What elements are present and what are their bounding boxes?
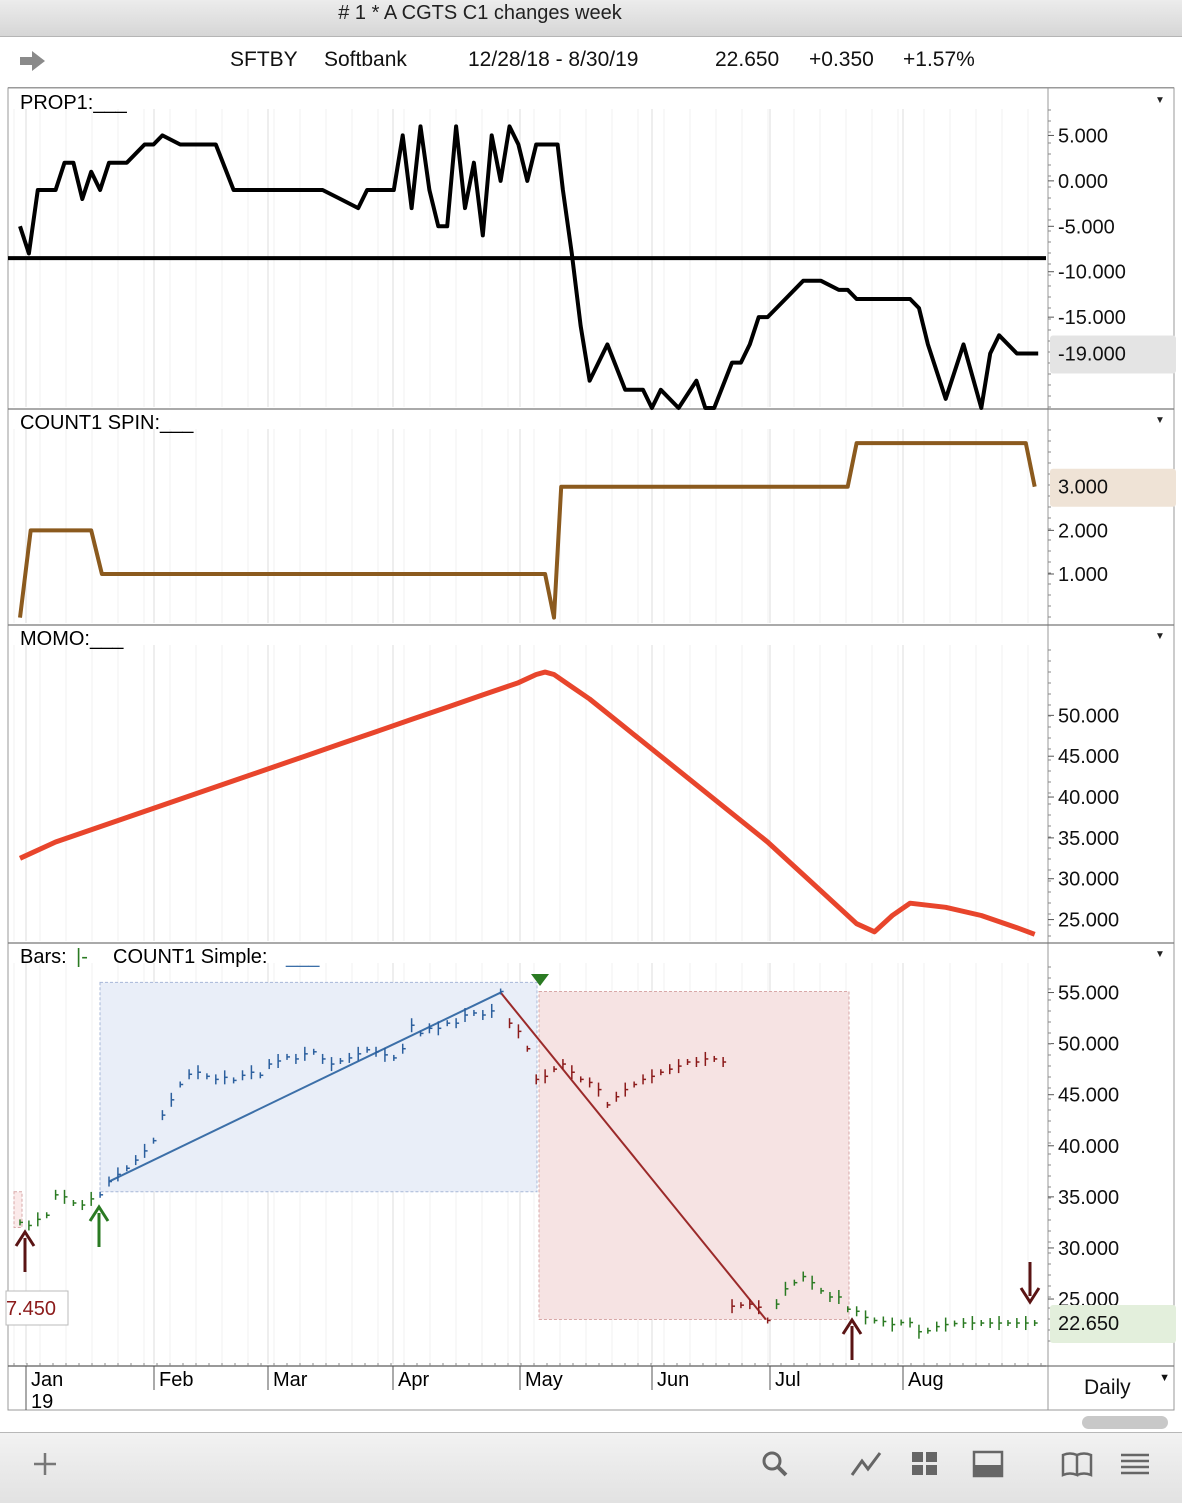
y-tick-label: -10.000 bbox=[1058, 262, 1126, 284]
x-tick-label: Jun bbox=[657, 1369, 689, 1391]
buy-arrow-3 bbox=[841, 1317, 863, 1360]
panel-menu-caret: ▼ bbox=[1155, 631, 1165, 642]
momo-label: MOMO:___ bbox=[20, 628, 124, 650]
prop1-line bbox=[18, 124, 1039, 410]
y-tick-label: 40.000 bbox=[1058, 787, 1119, 809]
bottom-toolbar bbox=[0, 1432, 1182, 1503]
buy-arrow-1 bbox=[14, 1229, 36, 1272]
last-price: 22.650 bbox=[715, 48, 780, 71]
bars-last-value-bg bbox=[1050, 1305, 1176, 1344]
left-value-bg bbox=[5, 1290, 69, 1326]
x-tick-label: Jul bbox=[775, 1369, 801, 1391]
y-tick-label: -5.000 bbox=[1058, 216, 1115, 238]
y-tick-label: -15.000 bbox=[1058, 307, 1126, 329]
y-tick-label: 35.000 bbox=[1058, 828, 1119, 850]
y-tick-label: 35.000 bbox=[1058, 1187, 1119, 1209]
bars-label-suffix: |- bbox=[76, 946, 88, 968]
chart-frame bbox=[7, 87, 1175, 1411]
window-title: # 1 * A CGTS C1 changes week bbox=[338, 2, 622, 24]
y-tick-label: 45.000 bbox=[1058, 1085, 1119, 1107]
peak-marker-arrow bbox=[531, 974, 549, 986]
prop1-label: PROP1:___ bbox=[20, 92, 128, 114]
date-range: 12/28/18 - 8/30/19 bbox=[468, 48, 639, 71]
spin-last-value-bg bbox=[1050, 468, 1176, 507]
symbol-ticker[interactable]: SFTBY bbox=[230, 48, 298, 71]
uptrend-zone bbox=[99, 981, 538, 1193]
y-tick-label: 55.000 bbox=[1058, 983, 1119, 1005]
momo-line bbox=[18, 669, 1036, 937]
year-label: 19 bbox=[31, 1391, 53, 1413]
menu-icon[interactable] bbox=[1118, 1449, 1152, 1479]
y-tick-label: 30.000 bbox=[1058, 1238, 1119, 1260]
spin-line bbox=[18, 441, 1037, 620]
downtrend-line bbox=[499, 991, 767, 1321]
start-zone bbox=[13, 1191, 23, 1229]
price-change: +0.350 bbox=[809, 48, 874, 71]
company-name: Softbank bbox=[324, 48, 407, 71]
sell-arrow-1 bbox=[1019, 1262, 1041, 1305]
grid-icon[interactable] bbox=[910, 1449, 940, 1479]
panel-menu-caret: ▼ bbox=[1155, 415, 1165, 426]
uptrend-line bbox=[108, 991, 502, 1183]
sell-arrow-1-head bbox=[1019, 1287, 1041, 1305]
panel-menu-caret: ▼ bbox=[1155, 95, 1165, 106]
left-value-label: 7.450 bbox=[6, 1298, 56, 1320]
y-tick-label: 40.000 bbox=[1058, 1136, 1119, 1158]
y-tick-label: 50.000 bbox=[1058, 1034, 1119, 1056]
count-simple-label: COUNT1 Simple: bbox=[113, 946, 267, 968]
dropdown-caret-icon: ▼ bbox=[1159, 1372, 1170, 1384]
plus-icon[interactable] bbox=[30, 1449, 60, 1479]
percent-change: +1.57% bbox=[903, 48, 975, 71]
prop1-last-value-bg bbox=[1050, 335, 1176, 374]
x-tick-label: May bbox=[525, 1369, 563, 1391]
y-tick-label: 30.000 bbox=[1058, 869, 1119, 891]
buy-arrow-2-head bbox=[88, 1204, 110, 1222]
horizontal-scrollbar[interactable] bbox=[1082, 1416, 1168, 1429]
y-tick-label: 5.000 bbox=[1058, 125, 1108, 147]
spin-last-value: 3.000 bbox=[1058, 477, 1108, 499]
buy-arrow-1-head bbox=[14, 1229, 36, 1247]
bars-last-value: 22.650 bbox=[1058, 1313, 1119, 1335]
title-bar: # 1 * A CGTS C1 changes week bbox=[0, 0, 1182, 37]
buy-arrow-3-head bbox=[841, 1317, 863, 1335]
timeframe-label: Daily bbox=[1084, 1376, 1131, 1399]
y-tick-label: 50.000 bbox=[1058, 705, 1119, 727]
x-tick-label: Feb bbox=[159, 1369, 193, 1391]
x-tick-label: Mar bbox=[273, 1369, 308, 1391]
bars-label: Bars: bbox=[20, 946, 67, 968]
panel-menu-caret: ▼ bbox=[1155, 949, 1165, 960]
y-tick-label: 2.000 bbox=[1058, 520, 1108, 542]
prop1-last-value: -19.000 bbox=[1058, 343, 1126, 365]
y-tick-label: 45.000 bbox=[1058, 746, 1119, 768]
x-tick-label: Apr bbox=[398, 1369, 429, 1391]
symbol-info-bar: SFTBY Softbank 12/28/18 - 8/30/19 22.650… bbox=[8, 37, 1174, 88]
x-tick-label: Aug bbox=[908, 1369, 944, 1391]
book-icon[interactable] bbox=[1060, 1449, 1096, 1479]
count-simple-suffix: ___ bbox=[285, 946, 320, 968]
search-icon[interactable] bbox=[760, 1449, 790, 1479]
line-chart-icon[interactable] bbox=[850, 1449, 884, 1479]
forward-arrow-icon[interactable] bbox=[18, 49, 48, 73]
chart-area: 5.000 0.000 -5.000 -10.000 -15.000 -19.000 2.0… bbox=[5, 87, 1176, 1413]
y-tick-label: 1.000 bbox=[1058, 564, 1108, 586]
panel-icon[interactable] bbox=[972, 1449, 1006, 1479]
spin-label: COUNT1 SPIN:___ bbox=[20, 412, 194, 434]
y-tick-label: 0.000 bbox=[1058, 171, 1108, 193]
y-tick-label: 25.000 bbox=[1058, 910, 1119, 932]
downtrend-zone bbox=[538, 991, 850, 1320]
timeframe-selector[interactable]: Daily ▼ bbox=[1050, 1366, 1174, 1410]
buy-arrow-2 bbox=[88, 1204, 110, 1247]
x-tick-label: Jan bbox=[31, 1369, 63, 1391]
